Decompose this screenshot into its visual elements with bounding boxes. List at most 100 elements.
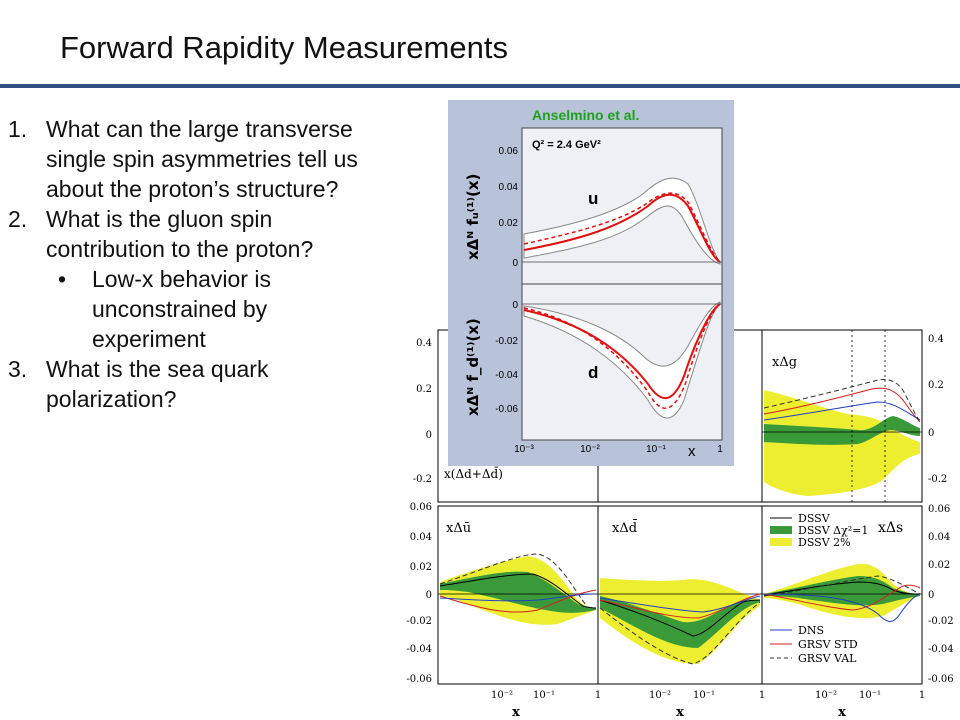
left-tick-label: 0	[426, 590, 432, 601]
question-list: 1. What can the large transverse single …	[8, 114, 368, 414]
panel-label-bottom-right: xΔs	[878, 520, 903, 536]
sub-bullet-text: Low-x behavior is unconstrained by exper…	[92, 266, 271, 352]
inset-curve-d-dashed	[523, 303, 721, 409]
question-text: What is the gluon spin contribution to t…	[46, 206, 314, 262]
right-tick-label: 0.06	[928, 504, 950, 515]
right-tick-label: 0	[928, 590, 934, 601]
dns-top-right	[763, 401, 921, 421]
x-tick-label: 1	[759, 690, 765, 701]
band-green-top-right	[764, 416, 920, 445]
legend-label-dssv: DSSV	[798, 512, 831, 525]
dns-bottom-middle	[599, 595, 761, 613]
sub-bullet-item: • Low-x behavior is unconstrained by exp…	[58, 264, 368, 354]
grsv-std-top-right	[763, 387, 921, 423]
x-tick-label: 10⁻²	[815, 690, 837, 701]
dssv-curve-bottom-middle	[599, 599, 761, 637]
panel-label-top-left: x(Δd+Δd̄)	[444, 465, 503, 481]
inset-x-tick-label: 10⁻²	[580, 444, 600, 455]
left-tick-label: -0.06	[406, 674, 432, 685]
grsv-val-top-right	[763, 379, 921, 423]
dns-bottom-right	[763, 593, 921, 622]
question-item-3: 3. What is the sea quark polarization?	[8, 354, 368, 414]
left-tick-label: 0.06	[410, 502, 432, 513]
title-underline	[0, 84, 960, 88]
legend-swatch-dssv-2pct	[770, 538, 792, 546]
left-tick-label: -0.04	[406, 644, 432, 655]
question-text: What is the sea quark polarization?	[46, 356, 269, 412]
legend-label-grsv-val: GRSV VAL	[798, 652, 857, 665]
question-item-2: 2. What is the gluon spin contribution t…	[8, 204, 368, 264]
inset-x-tick-label: 10⁻³	[514, 444, 534, 455]
bullet-icon: •	[58, 266, 67, 292]
legend-swatch-dssv-chi1	[770, 526, 792, 534]
page-title: Forward Rapidity Measurements	[60, 30, 508, 65]
x-tick-label: 10⁻¹	[533, 690, 555, 701]
question-text: What can the large transverse single spi…	[46, 116, 358, 202]
right-tick-label: 0	[928, 428, 934, 439]
left-tick-label: -0.02	[406, 616, 432, 627]
inset-tick-label: 0.06	[499, 146, 519, 157]
right-tick-label: 0.04	[928, 532, 950, 543]
panel-label-top-right: xΔg	[772, 355, 797, 370]
question-number: 3.	[8, 356, 28, 382]
legend-label-grsv-std: GRSV STD	[798, 638, 858, 651]
question-item-1: 1. What can the large transverse single …	[8, 114, 368, 204]
right-tick-label: -0.2	[928, 474, 947, 485]
inset-panel-label-d: d	[588, 363, 598, 382]
right-tick-label: -0.04	[928, 644, 954, 655]
inset-panel-label-u: u	[588, 189, 598, 208]
inset-tick-label: -0.06	[495, 404, 518, 415]
question-number: 2.	[8, 206, 28, 232]
x-tick-label: 1	[919, 690, 925, 701]
inset-tick-label: 0.04	[499, 182, 519, 193]
x-tick-label: 10⁻¹	[859, 690, 881, 701]
inset-tick-label: 0	[512, 258, 518, 269]
inset-q2-label: Q² = 2.4 GeV²	[532, 139, 601, 151]
grsv-std-bottom-right	[763, 584, 921, 611]
question-number: 1.	[8, 116, 28, 142]
left-tick-label: 0.2	[416, 384, 432, 395]
right-tick-label: 0.2	[928, 380, 944, 391]
sivers-inset-figure: Anselmino et al. Q² = 2.4 GeV² u d xΔᴺ f…	[448, 100, 734, 466]
right-tick-label: -0.02	[928, 616, 954, 627]
inset-x-axis-label: x	[688, 443, 696, 460]
inset-curve-u-solid	[523, 193, 721, 263]
grsv-val-bottom-right	[763, 575, 921, 597]
x-tick-label: 10⁻²	[491, 690, 513, 701]
x-tick-label: 10⁻²	[649, 690, 671, 701]
dssv-curve-bottom-left	[439, 573, 597, 609]
inset-ylabel-lower: xΔᴺ f_d⁽¹⁾(x)	[464, 318, 482, 416]
inset-x-tick-label: 1	[717, 444, 723, 455]
grsv-std-bottom-middle	[599, 593, 761, 619]
right-tick-label: -0.06	[928, 674, 954, 685]
dssv-curve-bottom-right	[763, 581, 921, 596]
x-tick-label: 10⁻¹	[693, 690, 715, 701]
left-tick-label: -0.2	[413, 474, 432, 485]
panel-label-bottom-middle: xΔd̄	[612, 519, 637, 536]
dns-bottom-left	[439, 593, 597, 602]
x-axis-label: x	[838, 705, 846, 720]
left-tick-label: 0.04	[410, 532, 432, 543]
x-tick-label: 1	[595, 690, 601, 701]
inset-tick-label: -0.04	[495, 370, 518, 381]
panel-label-bottom-left: xΔū	[446, 521, 471, 536]
x-axis-label: x	[512, 705, 520, 720]
legend-label-dns: DNS	[798, 624, 824, 637]
legend-label-dssv-chi1: DSSV Δχ²=1	[798, 524, 868, 537]
x-axis-label: x	[676, 705, 684, 720]
left-tick-label: 0.4	[416, 338, 432, 349]
inset-x-tick-label: 10⁻¹	[646, 444, 666, 455]
pdf-grid-figure: xΔg x(Δd+Δd̄) xΔū xΔd̄ xΔs DSSV DSSV Δχ…	[406, 329, 954, 720]
inset-tick-label: 0.02	[499, 218, 519, 229]
right-tick-label: 0.02	[928, 560, 950, 571]
inset-author: Anselmino et al.	[532, 107, 639, 123]
inset-tick-label: -0.02	[495, 336, 518, 347]
inset-tick-label: 0	[512, 300, 518, 311]
legend-label-dssv-2pct: DSSV 2%	[798, 536, 851, 549]
inset-ylabel-upper: xΔᴺ fᵤ⁽¹⁾(x)	[464, 174, 482, 260]
left-tick-label: 0.02	[410, 562, 432, 573]
band-green-bottom-right	[764, 576, 920, 606]
inset-curve-u-dashed	[523, 192, 721, 263]
right-tick-label: 0.4	[928, 334, 944, 345]
left-tick-label: 0	[426, 430, 432, 441]
